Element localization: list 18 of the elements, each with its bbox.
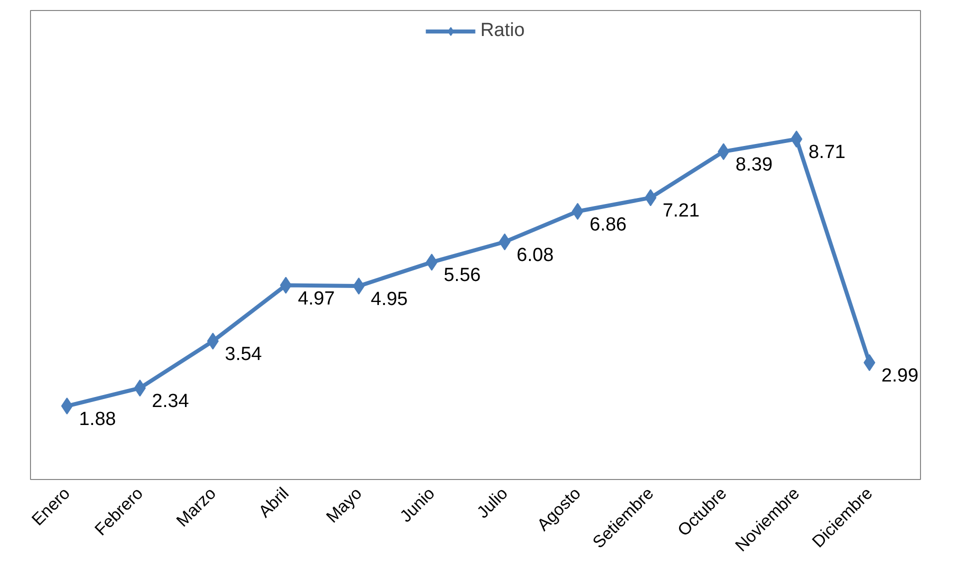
data-label: 2.99 [881, 366, 918, 387]
data-label: 2.34 [152, 391, 190, 412]
x-tick-label: Julio [473, 484, 512, 522]
data-label: 6.08 [516, 244, 554, 266]
point [498, 233, 511, 250]
point [352, 278, 365, 295]
data-label: 4.95 [370, 289, 408, 310]
data-label: 8.39 [736, 154, 773, 176]
data-label: 3.54 [224, 344, 262, 366]
data-label: 4.97 [298, 288, 335, 310]
legend-label: Ratio [480, 20, 525, 42]
data-label: 1.88 [78, 409, 116, 430]
point [280, 276, 292, 294]
data-label: 5.56 [444, 265, 481, 286]
data-label: 8.71 [808, 142, 846, 164]
data-label: 7.21 [662, 200, 700, 222]
point [426, 254, 438, 271]
data-label: 6.86 [590, 214, 627, 236]
